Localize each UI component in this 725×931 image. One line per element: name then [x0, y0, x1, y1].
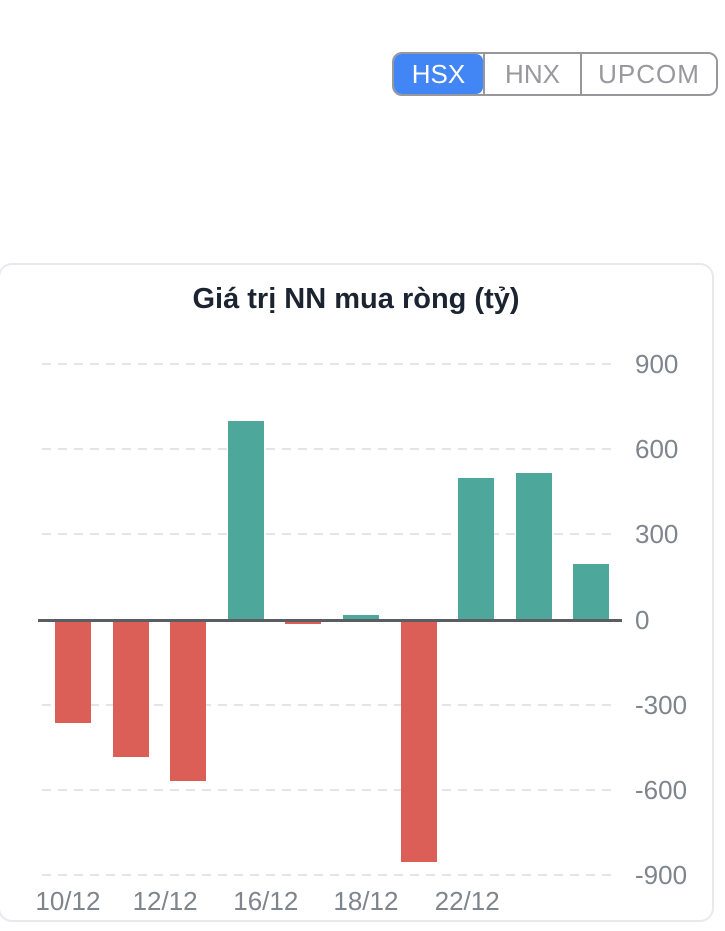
- tab-hsx[interactable]: HSX: [394, 54, 483, 94]
- chart-title: Giá trị NN mua ròng (tỷ): [192, 283, 520, 315]
- y-axis-label: 300: [635, 519, 679, 550]
- bar: [573, 564, 609, 620]
- plot-area: [38, 363, 622, 876]
- zero-axis-line: [38, 618, 622, 622]
- gridline: [42, 788, 618, 791]
- gridline: [42, 533, 618, 536]
- y-axis-label: -900: [635, 860, 688, 890]
- bar: [170, 619, 206, 782]
- bar: [113, 619, 149, 758]
- x-axis-label: 22/12: [434, 886, 500, 916]
- bar: [55, 619, 91, 724]
- chart-card: Giá trị NN mua ròng (tỷ) 900 600 300 0 -300 -…: [0, 263, 714, 922]
- bar: [343, 615, 379, 620]
- y-axis-label: 600: [635, 434, 679, 465]
- tab-hnx[interactable]: HNX: [483, 54, 580, 94]
- y-axis-label: 900: [635, 349, 679, 379]
- gridline: [42, 703, 618, 706]
- x-axis-label: 16/12: [233, 886, 299, 916]
- bar: [285, 619, 321, 624]
- bar: [228, 420, 264, 620]
- exchange-tab-group: HSX HNX UPCOM: [392, 52, 718, 96]
- y-axis-label: -300: [635, 689, 688, 720]
- gridline: [42, 448, 618, 451]
- gridline: [42, 363, 618, 365]
- y-axis-label: -600: [635, 774, 688, 805]
- x-axis-label: 10/12: [35, 886, 101, 916]
- bar: [516, 473, 552, 620]
- tab-upcom[interactable]: UPCOM: [580, 54, 716, 94]
- bar: [458, 477, 494, 620]
- x-axis-label: 18/12: [333, 886, 399, 916]
- y-axis-label: 0: [635, 604, 650, 635]
- x-axis-label: 12/12: [132, 886, 198, 916]
- bar: [401, 619, 437, 863]
- gridline: [42, 874, 618, 876]
